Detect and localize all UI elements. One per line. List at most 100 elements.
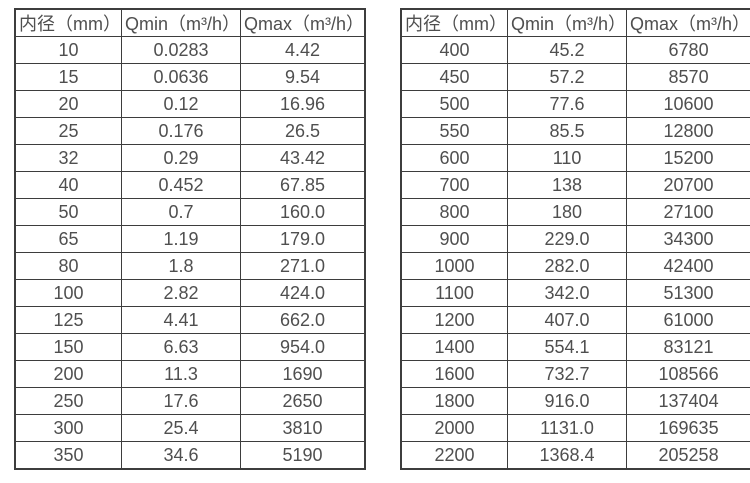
cell-qmin: 45.2 bbox=[507, 36, 628, 64]
cell-qmin: 11.3 bbox=[120, 360, 242, 388]
cell-qmax: 4.42 bbox=[240, 36, 366, 64]
cell-diameter: 150 bbox=[14, 333, 122, 361]
table-row: 300 25.4 3810 bbox=[14, 414, 366, 442]
cell-diameter: 20 bbox=[14, 90, 122, 118]
cell-qmin: 1368.4 bbox=[507, 441, 628, 470]
table-row: 150 6.63 954.0 bbox=[14, 333, 366, 361]
cell-qmin: 342.0 bbox=[507, 279, 628, 307]
table-row: 1200 407.0 61000 bbox=[400, 306, 750, 334]
cell-qmax: 179.0 bbox=[240, 225, 366, 253]
cell-qmin: 0.176 bbox=[120, 117, 242, 145]
cell-qmax: 20700 bbox=[626, 171, 750, 199]
cell-qmax: 2650 bbox=[240, 387, 366, 415]
table-row: 20 0.12 16.96 bbox=[14, 90, 366, 118]
cell-qmin: 554.1 bbox=[507, 333, 628, 361]
table-row: 500 77.6 10600 bbox=[400, 90, 750, 118]
cell-qmin: 180 bbox=[507, 198, 628, 226]
cell-diameter: 350 bbox=[14, 441, 122, 470]
cell-qmin: 6.63 bbox=[120, 333, 242, 361]
flow-rate-tables: 内径（mm） Qmin（m³/h） Qmax（m³/h） 10 0.0283 4.42 15… bbox=[14, 8, 750, 470]
cell-qmin: 138 bbox=[507, 171, 628, 199]
cell-qmin: 85.5 bbox=[507, 117, 628, 145]
table-row: 100 2.82 424.0 bbox=[14, 279, 366, 307]
cell-qmin: 229.0 bbox=[507, 225, 628, 253]
cell-qmin: 17.6 bbox=[120, 387, 242, 415]
cell-diameter: 900 bbox=[400, 225, 509, 253]
table-row: 550 85.5 12800 bbox=[400, 117, 750, 145]
cell-qmax: 424.0 bbox=[240, 279, 366, 307]
table-row: 2200 1368.4 205258 bbox=[400, 441, 750, 470]
cell-qmax: 954.0 bbox=[240, 333, 366, 361]
cell-qmax: 205258 bbox=[626, 441, 750, 470]
cell-diameter: 15 bbox=[14, 63, 122, 91]
cell-qmax: 83121 bbox=[626, 333, 750, 361]
cell-diameter: 800 bbox=[400, 198, 509, 226]
cell-qmax: 137404 bbox=[626, 387, 750, 415]
cell-qmin: 0.12 bbox=[120, 90, 242, 118]
table-row: 15 0.0636 9.54 bbox=[14, 63, 366, 91]
cell-qmax: 108566 bbox=[626, 360, 750, 388]
cell-diameter: 1600 bbox=[400, 360, 509, 388]
cell-diameter: 500 bbox=[400, 90, 509, 118]
cell-diameter: 1100 bbox=[400, 279, 509, 307]
cell-diameter: 125 bbox=[14, 306, 122, 334]
cell-diameter: 300 bbox=[14, 414, 122, 442]
flow-table-small-diameters: 内径（mm） Qmin（m³/h） Qmax（m³/h） 10 0.0283 4.42 15… bbox=[14, 8, 367, 470]
cell-diameter: 400 bbox=[400, 36, 509, 64]
cell-qmax: 27100 bbox=[626, 198, 750, 226]
cell-qmin: 0.452 bbox=[120, 171, 242, 199]
table-row: 50 0.7 160.0 bbox=[14, 198, 366, 226]
cell-diameter: 2000 bbox=[400, 414, 509, 442]
cell-qmax: 169635 bbox=[626, 414, 750, 442]
table-row: 800 180 27100 bbox=[400, 198, 750, 226]
cell-diameter: 25 bbox=[14, 117, 122, 145]
cell-qmin: 1131.0 bbox=[507, 414, 628, 442]
cell-qmin: 4.41 bbox=[120, 306, 242, 334]
table-row: 80 1.8 271.0 bbox=[14, 252, 366, 280]
cell-qmax: 26.5 bbox=[240, 117, 366, 145]
cell-qmax: 15200 bbox=[626, 144, 750, 172]
cell-qmax: 61000 bbox=[626, 306, 750, 334]
cell-qmax: 3810 bbox=[240, 414, 366, 442]
table-row: 400 45.2 6780 bbox=[400, 36, 750, 64]
cell-qmin: 34.6 bbox=[120, 441, 242, 470]
cell-diameter: 80 bbox=[14, 252, 122, 280]
table-row: 600 110 15200 bbox=[400, 144, 750, 172]
cell-qmax: 12800 bbox=[626, 117, 750, 145]
cell-qmax: 10600 bbox=[626, 90, 750, 118]
cell-qmin: 77.6 bbox=[507, 90, 628, 118]
cell-diameter: 700 bbox=[400, 171, 509, 199]
cell-qmax: 5190 bbox=[240, 441, 366, 470]
cell-qmin: 2.82 bbox=[120, 279, 242, 307]
cell-qmax: 43.42 bbox=[240, 144, 366, 172]
cell-qmin: 1.8 bbox=[120, 252, 242, 280]
cell-diameter: 40 bbox=[14, 171, 122, 199]
cell-diameter: 1200 bbox=[400, 306, 509, 334]
cell-diameter: 50 bbox=[14, 198, 122, 226]
header-row: 内径（mm） Qmin（m³/h） Qmax（m³/h） bbox=[14, 8, 366, 37]
table-row: 1800 916.0 137404 bbox=[400, 387, 750, 415]
cell-qmin: 282.0 bbox=[507, 252, 628, 280]
cell-qmax: 51300 bbox=[626, 279, 750, 307]
cell-diameter: 1000 bbox=[400, 252, 509, 280]
table-row: 10 0.0283 4.42 bbox=[14, 36, 366, 64]
column-header-qmax: Qmax（m³/h） bbox=[240, 8, 366, 37]
table-row: 125 4.41 662.0 bbox=[14, 306, 366, 334]
cell-qmax: 42400 bbox=[626, 252, 750, 280]
cell-qmax: 67.85 bbox=[240, 171, 366, 199]
cell-qmax: 271.0 bbox=[240, 252, 366, 280]
cell-diameter: 200 bbox=[14, 360, 122, 388]
table-row: 700 138 20700 bbox=[400, 171, 750, 199]
column-header-diameter: 内径（mm） bbox=[14, 8, 122, 37]
header-row: 内径（mm） Qmin（m³/h） Qmax（m³/h） bbox=[400, 8, 750, 37]
cell-qmax: 34300 bbox=[626, 225, 750, 253]
cell-qmax: 6780 bbox=[626, 36, 750, 64]
table-row: 25 0.176 26.5 bbox=[14, 117, 366, 145]
cell-diameter: 600 bbox=[400, 144, 509, 172]
table-row: 40 0.452 67.85 bbox=[14, 171, 366, 199]
cell-qmax: 16.96 bbox=[240, 90, 366, 118]
cell-qmin: 110 bbox=[507, 144, 628, 172]
cell-diameter: 100 bbox=[14, 279, 122, 307]
cell-diameter: 2200 bbox=[400, 441, 509, 470]
cell-qmin: 57.2 bbox=[507, 63, 628, 91]
